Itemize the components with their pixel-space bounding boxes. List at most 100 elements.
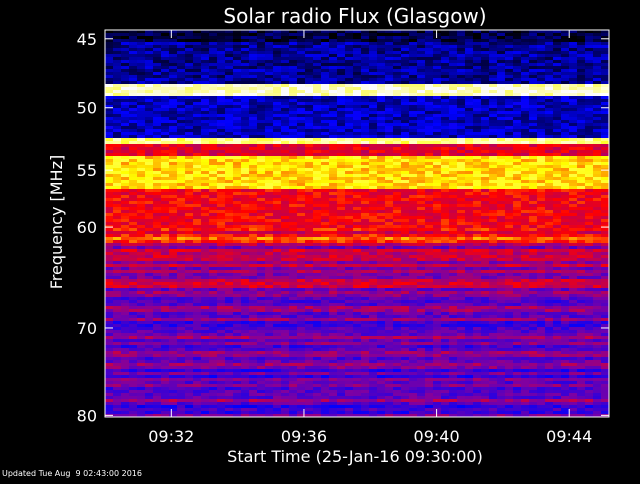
spectrogram-row	[105, 132, 610, 135]
spectrogram-row	[105, 390, 610, 393]
spectrogram-row	[105, 180, 610, 183]
spectrogram-row	[105, 324, 610, 327]
spectrogram-row	[105, 207, 610, 210]
spectrogram-row	[105, 210, 610, 213]
spectrogram-row	[105, 72, 610, 75]
spectrogram-row	[105, 234, 610, 237]
spectrogram-row	[105, 162, 610, 165]
spectrogram-row	[105, 318, 610, 321]
spectrogram-row	[105, 204, 610, 207]
spectrogram-row	[105, 231, 610, 234]
updated-timestamp: Updated Tue Aug 9 02:43:00 2016	[2, 469, 142, 478]
spectrogram-row	[105, 402, 610, 405]
spectrogram-row	[105, 171, 610, 174]
spectrogram-row	[105, 264, 610, 267]
spectrogram-row	[105, 342, 610, 345]
spectrogram-row	[105, 285, 610, 288]
spectrogram-row	[105, 213, 610, 216]
spectrogram-row	[105, 258, 610, 261]
spectrogram-row	[105, 261, 610, 264]
spectrogram-row	[105, 114, 610, 117]
spectrogram-row	[105, 345, 610, 348]
spectrogram-row	[105, 249, 610, 252]
spectrogram-row	[105, 117, 610, 120]
spectrogram-row	[105, 174, 610, 177]
spectrogram-row	[105, 354, 610, 357]
spectrogram-row	[105, 396, 610, 399]
spectrogram-row	[105, 225, 610, 228]
y-axis-label: Frequency [MHz]	[47, 155, 66, 289]
spectrogram-row	[105, 276, 610, 279]
spectrogram-row	[105, 279, 610, 282]
spectrogram-row	[105, 153, 610, 156]
spectrogram-row	[105, 63, 610, 66]
spectrogram-row	[105, 54, 610, 57]
spectrogram-row	[105, 360, 610, 363]
spectrogram-row	[105, 336, 610, 339]
spectrogram-row	[105, 378, 610, 381]
spectrogram-row	[105, 381, 610, 384]
spectrogram-row	[105, 69, 610, 72]
spectrogram-row	[105, 303, 610, 306]
spectrogram-row	[105, 306, 610, 309]
spectrogram-row	[105, 369, 610, 372]
spectrogram-row	[105, 321, 610, 324]
spectrogram-row	[105, 255, 610, 258]
spectrogram-row	[105, 288, 610, 291]
y-tick-label: 70	[77, 319, 97, 338]
spectrogram-row	[105, 123, 610, 126]
spectrogram-row	[105, 156, 610, 159]
spectrogram-row	[105, 57, 610, 60]
spectrogram-row	[105, 93, 610, 96]
spectrogram-row	[105, 219, 610, 222]
spectrogram-row	[105, 312, 610, 315]
spectrogram-row	[105, 84, 610, 87]
spectrogram-row	[105, 216, 610, 219]
spectrogram-row	[105, 366, 610, 369]
spectrogram-row	[105, 192, 610, 195]
spectrogram-row	[105, 387, 610, 390]
spectrogram-row	[105, 372, 610, 375]
x-tick-label: 09:40	[414, 427, 460, 446]
spectrogram-row	[105, 222, 610, 225]
x-tick-label: 09:44	[546, 427, 592, 446]
spectrogram-row	[105, 291, 610, 294]
spectrogram-row	[105, 357, 610, 360]
spectrogram-row	[105, 141, 610, 144]
y-tick-label: 55	[77, 161, 97, 180]
spectrogram-row	[105, 138, 610, 141]
y-tick-label: 60	[77, 218, 97, 237]
plot-area	[105, 30, 610, 417]
spectrogram-row	[105, 60, 610, 63]
spectrogram-row	[105, 39, 610, 42]
spectrogram-row	[105, 393, 610, 396]
spectrogram-row	[105, 252, 610, 255]
y-tick-label: 50	[77, 99, 97, 118]
spectrogram-row	[105, 51, 610, 54]
spectrogram-row	[105, 90, 610, 93]
spectrogram-row	[105, 189, 610, 192]
spectrogram-row	[105, 159, 610, 162]
spectrogram-row	[105, 150, 610, 153]
spectrogram-row	[105, 102, 610, 105]
spectrogram-row	[105, 309, 610, 312]
spectrogram-row	[105, 330, 610, 333]
spectrogram-row	[105, 384, 610, 387]
spectrogram-row	[105, 120, 610, 123]
spectrogram-row	[105, 147, 610, 150]
chart-title: Solar radio Flux (Glasgow)	[223, 4, 486, 28]
x-tick-label: 09:32	[148, 427, 194, 446]
spectrogram-row	[105, 129, 610, 132]
spectrogram-row	[105, 105, 610, 108]
spectrogram-row	[105, 78, 610, 81]
spectrogram-row	[105, 327, 610, 330]
spectrogram-row	[105, 144, 610, 147]
spectrogram-row	[105, 36, 610, 39]
spectrogram-row	[105, 405, 610, 408]
spectrogram-row	[105, 348, 610, 351]
spectrogram-row	[105, 87, 610, 90]
spectrogram-row	[105, 75, 610, 78]
spectrogram-row	[105, 195, 610, 198]
spectrogram-row	[105, 198, 610, 201]
